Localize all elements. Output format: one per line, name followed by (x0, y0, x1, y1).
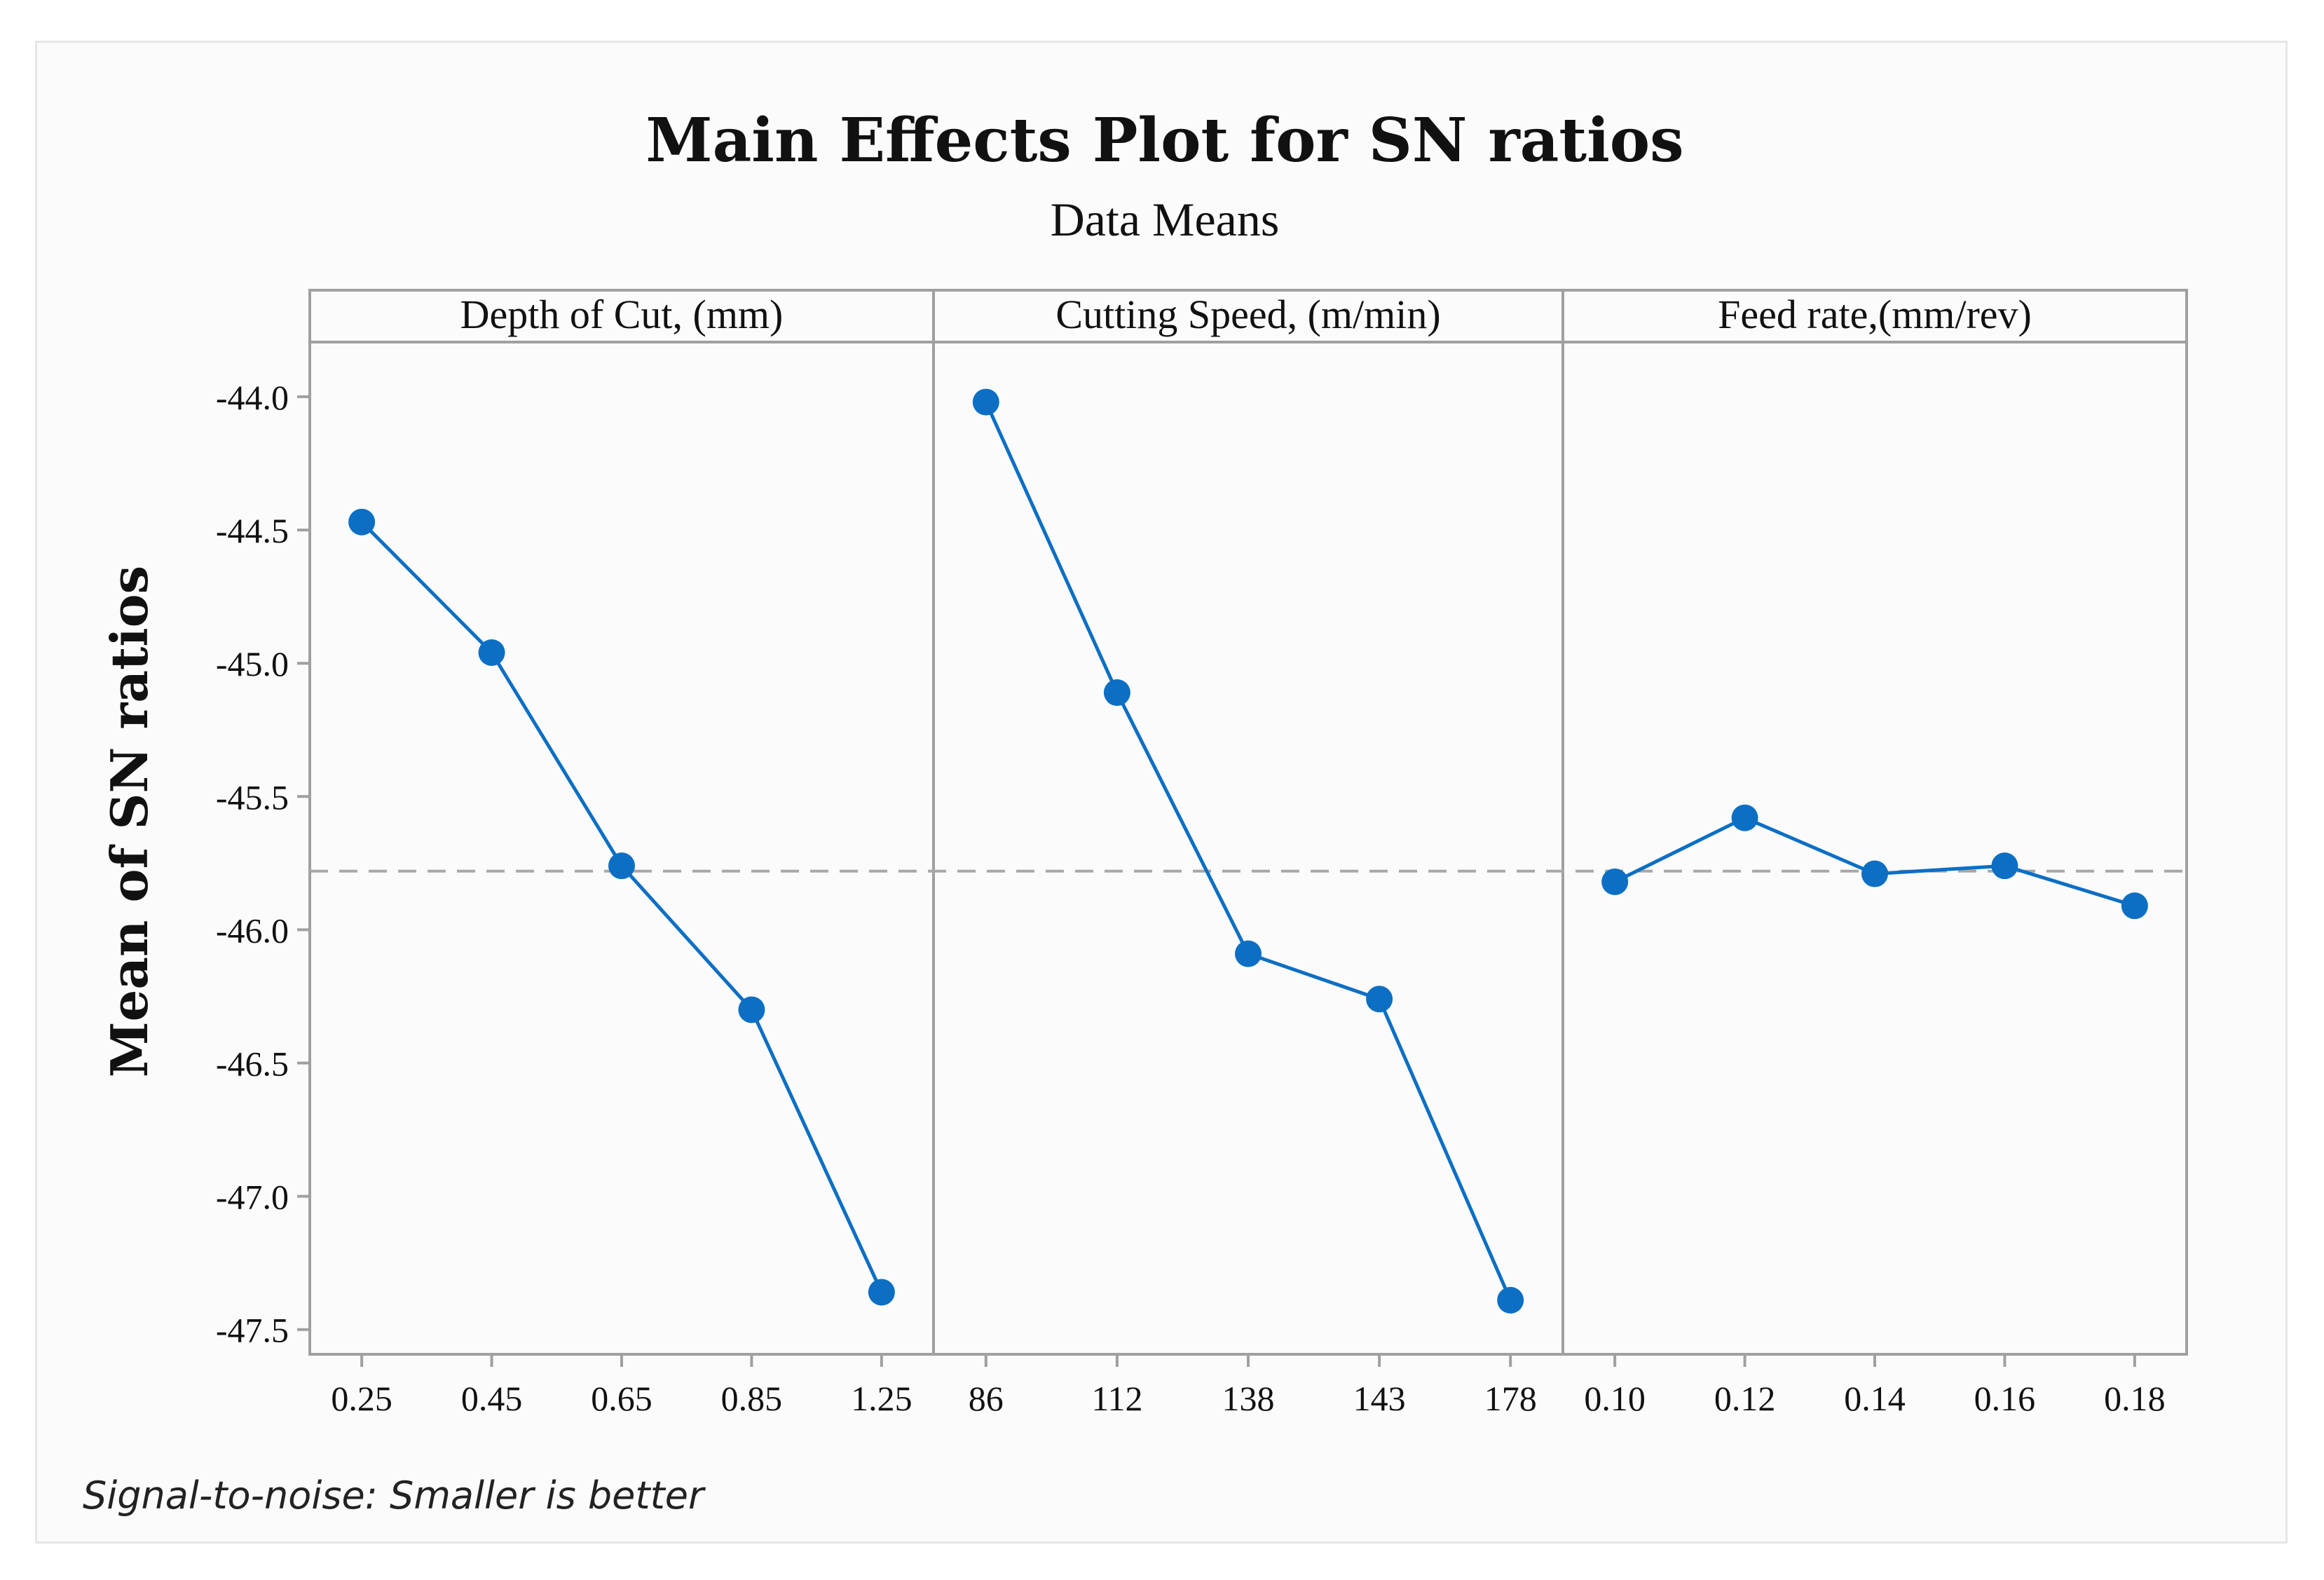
plot-area: -44.0 -44.5 -45.0 -45.5 -46.0 -46.5 -47.0 -47.5… (216, 289, 2188, 1418)
x-tick-label: 0.25 (331, 1379, 392, 1418)
y-tick-label: -44.5 (216, 511, 289, 550)
x-tick-label: 0.16 (1974, 1379, 2036, 1418)
footnote: Signal-to-noise: Smaller is better (83, 1473, 706, 1518)
x-tick-label: 1.25 (851, 1379, 912, 1418)
y-tick-label: -45.0 (216, 644, 289, 683)
data-point (972, 388, 999, 416)
x-tick-label: 0.65 (591, 1379, 652, 1418)
y-tick-label: -45.5 (216, 777, 289, 817)
data-point (1991, 852, 2018, 880)
x-tick-label: 112 (1091, 1379, 1142, 1418)
y-tick-label: -47.5 (216, 1311, 289, 1350)
chart-subtitle: Data Means (1051, 193, 1280, 246)
y-axis-label: Mean of SN ratios (100, 566, 159, 1077)
y-tick-label: -47.0 (216, 1178, 289, 1217)
data-point (868, 1279, 895, 1306)
data-point (1861, 860, 1888, 887)
data-point (2121, 892, 2148, 920)
data-point (1601, 868, 1629, 895)
x-tick-label: 0.12 (1714, 1379, 1776, 1418)
panel-frame (308, 289, 2188, 1356)
x-tick-label: 0.14 (1844, 1379, 1906, 1418)
x-tick-label: 86 (969, 1379, 1004, 1418)
data-point (608, 852, 635, 880)
panel-label: Cutting Speed, (m/min) (1055, 292, 1440, 337)
x-tick-label: 138 (1222, 1379, 1275, 1418)
x-tick-label: 0.45 (461, 1379, 523, 1418)
data-point (478, 639, 505, 666)
y-tick-label: -46.0 (216, 911, 289, 950)
data-point (1366, 986, 1393, 1013)
data-point (1731, 804, 1758, 831)
y-tick-label: -44.0 (216, 378, 289, 417)
y-tick-label: -46.5 (216, 1044, 289, 1084)
panel-label: Depth of Cut, (mm) (460, 292, 784, 337)
x-tick-label: 0.85 (721, 1379, 783, 1418)
series-line (360, 520, 884, 1293)
panel-label: Feed rate,(mm/rev) (1718, 292, 2032, 337)
data-point (1103, 679, 1130, 707)
x-tick-label: 0.18 (2104, 1379, 2166, 1418)
data-point (738, 996, 765, 1023)
data-point (348, 508, 376, 536)
x-tick-label: 143 (1353, 1379, 1406, 1418)
x-tick-label: 178 (1484, 1379, 1537, 1418)
data-point (1235, 940, 1262, 967)
series-line (984, 401, 1512, 1301)
chart-title: Main Effects Plot for SN ratios (645, 105, 1683, 176)
data-point (1497, 1286, 1524, 1314)
x-tick-label: 0.10 (1584, 1379, 1646, 1418)
